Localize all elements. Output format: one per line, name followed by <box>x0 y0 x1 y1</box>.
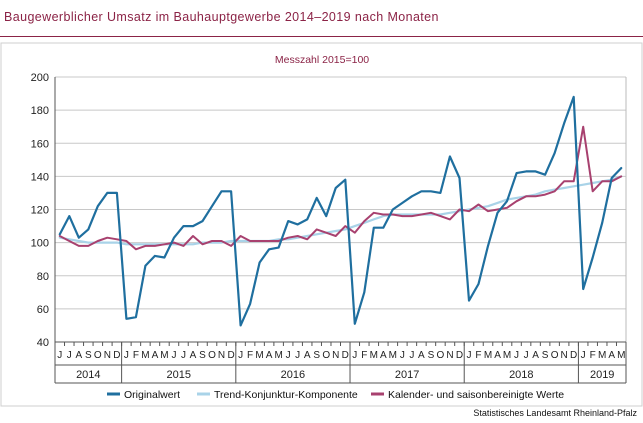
month-label: D <box>113 350 120 361</box>
month-label: F <box>475 350 481 361</box>
y-tick-label: 80 <box>37 271 49 283</box>
month-label: M <box>370 350 378 361</box>
month-label: J <box>238 350 243 361</box>
year-label-2017: 2017 <box>395 369 419 381</box>
month-label: F <box>133 350 139 361</box>
month-label: O <box>551 350 559 361</box>
month-label: F <box>590 350 596 361</box>
month-label: S <box>85 350 92 361</box>
month-label: S <box>428 350 435 361</box>
month-label: A <box>190 350 197 361</box>
month-label: N <box>446 350 453 361</box>
month-label: A <box>266 350 273 361</box>
series-lines <box>58 95 623 327</box>
month-label: M <box>141 350 149 361</box>
year-label-2018: 2018 <box>509 369 533 381</box>
legend-label-seasonal: Kalender- und saisonbereinigte Werte <box>388 389 564 401</box>
title-rule <box>0 36 643 37</box>
y-tick-label: 160 <box>31 138 49 150</box>
source-note: Statistisches Landesamt Rheinland-Pfalz <box>473 408 637 418</box>
month-label: S <box>313 350 320 361</box>
month-label: N <box>332 350 339 361</box>
month-label: F <box>361 350 367 361</box>
series-line-original <box>58 95 623 327</box>
month-label: M <box>255 350 263 361</box>
month-label: O <box>208 350 216 361</box>
series-line-seasonal <box>58 125 623 251</box>
month-label: J <box>67 350 72 361</box>
legend-label-original: Originalwert <box>124 389 180 401</box>
month-label: F <box>247 350 253 361</box>
month-label: M <box>160 350 168 361</box>
month-label: A <box>494 350 501 361</box>
month-label: J <box>286 350 291 361</box>
month-label: J <box>466 350 471 361</box>
month-label: O <box>322 350 330 361</box>
month-label: J <box>400 350 405 361</box>
month-label: D <box>342 350 349 361</box>
month-label: J <box>57 350 62 361</box>
month-label: A <box>608 350 615 361</box>
month-label: J <box>124 350 129 361</box>
chart-title: Baugewerblicher Umsatz im Bauhauptgewerb… <box>4 10 439 24</box>
month-label: M <box>274 350 282 361</box>
month-label: O <box>437 350 445 361</box>
month-label: M <box>617 350 625 361</box>
month-label: J <box>514 350 519 361</box>
chart-subtitle: Messzahl 2015=100 <box>275 54 369 66</box>
month-label: D <box>456 350 463 361</box>
month-label: O <box>94 350 102 361</box>
month-label: J <box>524 350 529 361</box>
month-label: S <box>199 350 206 361</box>
series-line-trend <box>58 175 623 246</box>
y-tick-label: 140 <box>31 171 49 183</box>
month-label: J <box>352 350 357 361</box>
month-label: M <box>503 350 511 361</box>
month-label: M <box>598 350 606 361</box>
month-label: S <box>542 350 549 361</box>
month-label: N <box>561 350 568 361</box>
month-label: M <box>484 350 492 361</box>
y-tick-label: 40 <box>37 337 49 349</box>
y-tick-label: 100 <box>31 238 49 250</box>
legend: Originalwert Trend-Konjunktur-Komponente… <box>107 389 564 401</box>
y-axis: 40 60 80 100 120 140 160 180 200 <box>31 72 627 349</box>
month-label: J <box>581 350 586 361</box>
year-label-2016: 2016 <box>281 369 305 381</box>
month-label: A <box>152 350 159 361</box>
month-label: M <box>389 350 397 361</box>
legend-label-trend: Trend-Konjunktur-Komponente <box>214 389 358 401</box>
y-tick-label: 200 <box>31 72 49 84</box>
year-label-2019: 2019 <box>590 369 614 381</box>
month-label: A <box>418 350 425 361</box>
month-label: A <box>304 350 311 361</box>
month-label: N <box>218 350 225 361</box>
month-label: A <box>380 350 387 361</box>
month-label: J <box>171 350 176 361</box>
month-label: D <box>227 350 234 361</box>
grid-lines <box>55 76 626 343</box>
month-label: J <box>409 350 414 361</box>
month-label: A <box>75 350 82 361</box>
month-label: J <box>295 350 300 361</box>
year-label-2015: 2015 <box>166 369 190 381</box>
month-label: A <box>532 350 539 361</box>
month-label: J <box>181 350 186 361</box>
y-tick-label: 60 <box>37 304 49 316</box>
year-label-2014: 2014 <box>76 369 100 381</box>
chart-frame <box>0 42 643 407</box>
y-tick-label: 180 <box>31 105 49 117</box>
month-label: N <box>104 350 111 361</box>
y-tick-label: 120 <box>31 205 49 217</box>
month-label: D <box>570 350 577 361</box>
